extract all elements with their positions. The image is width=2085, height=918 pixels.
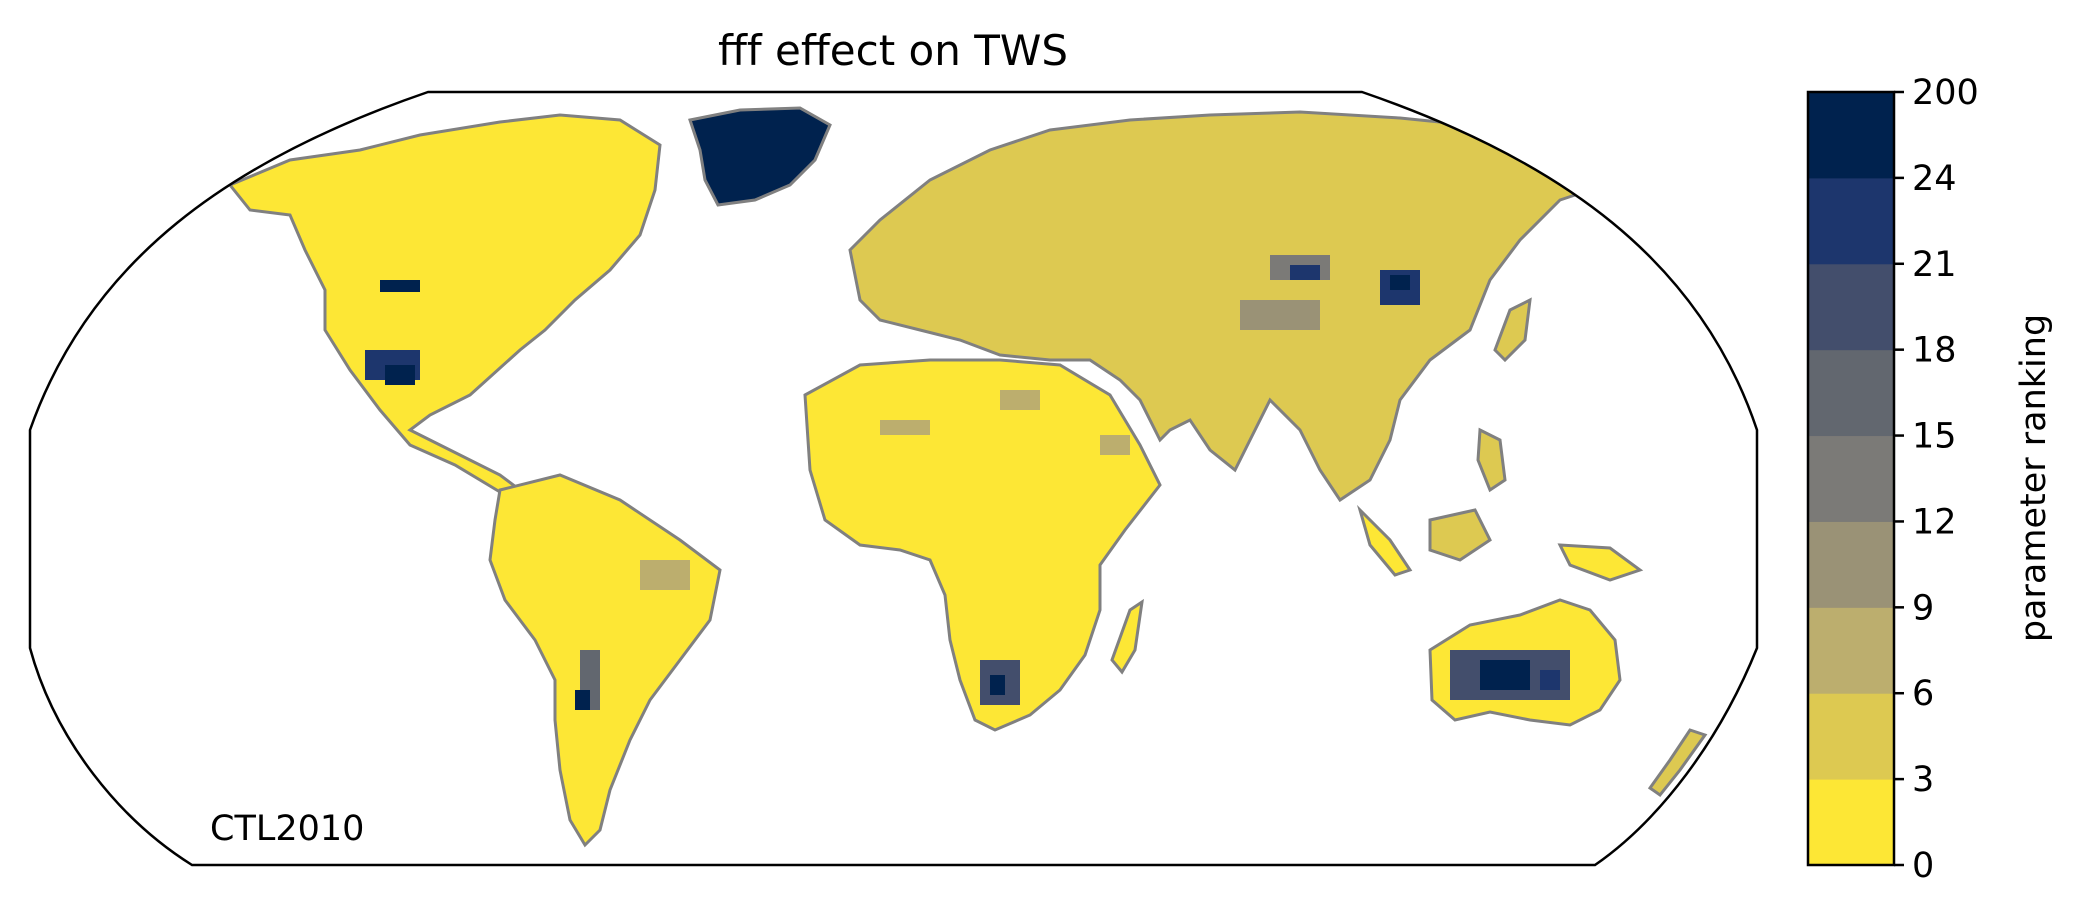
- colorbar-tick-label: 15: [1912, 417, 1957, 457]
- colorbar-segments: [1808, 92, 1894, 866]
- colorbar-frame: [1806, 90, 1896, 867]
- globe-outline: [28, 90, 1759, 867]
- colorbar-segment: [1808, 435, 1894, 522]
- land-layer: [227, 106, 1708, 848]
- colorbar-segment: [1808, 779, 1894, 866]
- land-north-america: [227, 113, 662, 494]
- colorbar-tick-label: 18: [1912, 331, 1957, 371]
- colorbar-tick-label: 200: [1912, 73, 1979, 113]
- colorbar-label: parameter ranking: [2014, 314, 2054, 642]
- land-new-zealand: [1647, 728, 1708, 798]
- colorbar-tick-label: 0: [1912, 846, 1934, 886]
- colorbar-tick-label: 9: [1912, 588, 1934, 628]
- colorbar-tick-label: 24: [1912, 159, 1957, 199]
- colorbar-segment: [1808, 177, 1894, 265]
- land-new-guinea: [1557, 543, 1644, 582]
- land-japan: [1493, 297, 1532, 363]
- land-borneo: [1428, 508, 1492, 562]
- colorbar: 0 3 6 9 12 15 18 21 24 200 parameter ranking: [1806, 73, 2054, 886]
- colorbar-segment: [1808, 521, 1894, 608]
- colorbar-tick-label: 6: [1912, 674, 1934, 714]
- colorbar-tick-label: 21: [1912, 245, 1957, 285]
- colorbar-segment: [1808, 349, 1894, 437]
- colorbar-tick-label: 12: [1912, 502, 1957, 542]
- colorbar-segment: [1808, 607, 1894, 694]
- land-greenland: [688, 106, 832, 207]
- colorbar-segment: [1808, 92, 1894, 179]
- land-africa: [803, 358, 1162, 732]
- land-madagascar: [1110, 598, 1144, 675]
- ranking-patches: [365, 255, 1570, 710]
- colorbar-segment: [1808, 263, 1894, 351]
- land-eurasia: [848, 110, 1593, 503]
- colorbar-ticks: 0 3 6 9 12 15 18 21 24 200: [1894, 73, 1979, 886]
- map-title: fff effect on TWS: [718, 26, 1068, 75]
- colorbar-tick-label: 3: [1912, 760, 1934, 800]
- map-panel: CTL2010: [28, 90, 1759, 867]
- land-philippines: [1476, 427, 1507, 493]
- colorbar-segment: [1808, 693, 1894, 780]
- run-label: CTL2010: [210, 809, 364, 849]
- land-sumatra: [1356, 504, 1413, 577]
